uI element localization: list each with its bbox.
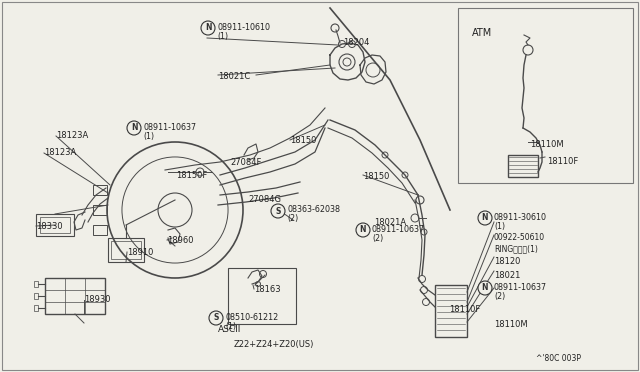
- Text: 18110F: 18110F: [449, 305, 480, 314]
- Text: 18330: 18330: [36, 222, 63, 231]
- Bar: [111, 241, 141, 259]
- Bar: [34, 281, 38, 287]
- Text: N: N: [131, 124, 137, 132]
- Text: 18110M: 18110M: [494, 320, 527, 329]
- Text: (2): (2): [372, 234, 383, 243]
- Text: 08510-61212: 08510-61212: [225, 312, 278, 321]
- Text: (1): (1): [225, 321, 236, 330]
- Text: 18150: 18150: [290, 136, 316, 145]
- Bar: [36, 214, 74, 236]
- Text: 18150F: 18150F: [176, 171, 207, 180]
- Text: 08911-30610: 08911-30610: [494, 212, 547, 221]
- Text: 08911-10610: 08911-10610: [217, 22, 270, 32]
- Bar: [108, 238, 144, 262]
- Text: RINGリング(1): RINGリング(1): [494, 244, 538, 253]
- Circle shape: [209, 311, 223, 325]
- Text: 18123A: 18123A: [56, 131, 88, 140]
- Text: ASCII: ASCII: [218, 325, 241, 334]
- Circle shape: [127, 121, 141, 135]
- Bar: [34, 293, 38, 299]
- Text: 18204: 18204: [343, 38, 369, 47]
- Text: (1): (1): [494, 221, 505, 231]
- Text: 18021A: 18021A: [374, 218, 406, 227]
- Bar: [93, 225, 107, 235]
- Text: N: N: [360, 225, 366, 234]
- Text: 18930: 18930: [84, 295, 111, 304]
- Text: (2): (2): [494, 292, 505, 301]
- Text: 00922-50610: 00922-50610: [494, 233, 545, 242]
- Text: S: S: [213, 314, 219, 323]
- Text: ATM: ATM: [472, 28, 492, 38]
- Text: 08911-10637: 08911-10637: [143, 122, 196, 131]
- Text: 18120: 18120: [494, 257, 520, 266]
- Circle shape: [356, 223, 370, 237]
- Text: Z22+Z24+Z20(US): Z22+Z24+Z20(US): [234, 340, 314, 349]
- Circle shape: [478, 211, 492, 225]
- Circle shape: [478, 281, 492, 295]
- Bar: [45, 278, 105, 314]
- Text: 08911-10637: 08911-10637: [494, 282, 547, 292]
- Text: 18110M: 18110M: [530, 140, 564, 149]
- Text: 27084G: 27084G: [248, 195, 281, 204]
- Bar: [93, 205, 107, 215]
- Text: 18163: 18163: [254, 285, 280, 294]
- Circle shape: [271, 204, 285, 218]
- Text: 08363-62038: 08363-62038: [287, 205, 340, 215]
- Bar: [40, 217, 70, 233]
- Text: 08911-10637: 08911-10637: [372, 224, 425, 234]
- Text: N: N: [205, 23, 211, 32]
- Text: (2): (2): [287, 215, 298, 224]
- Text: 18021: 18021: [494, 271, 520, 280]
- Text: N: N: [482, 283, 488, 292]
- Circle shape: [201, 21, 215, 35]
- Text: N: N: [482, 214, 488, 222]
- Text: (1): (1): [217, 32, 228, 41]
- Text: (1): (1): [143, 131, 154, 141]
- Bar: [228, 268, 296, 324]
- Bar: [34, 305, 38, 311]
- Text: ^'80C 003P: ^'80C 003P: [536, 354, 581, 363]
- Text: 18150: 18150: [363, 172, 389, 181]
- Text: 18960: 18960: [167, 236, 193, 245]
- Text: 18110F: 18110F: [547, 157, 579, 166]
- Text: S: S: [275, 206, 281, 215]
- Text: 27084F: 27084F: [230, 158, 261, 167]
- Bar: [508, 155, 538, 177]
- Text: 18123A: 18123A: [44, 148, 76, 157]
- Text: 18021C: 18021C: [218, 72, 250, 81]
- Text: 18910: 18910: [127, 248, 154, 257]
- Bar: [458, 8, 633, 183]
- Bar: [435, 285, 467, 337]
- Bar: [93, 185, 107, 195]
